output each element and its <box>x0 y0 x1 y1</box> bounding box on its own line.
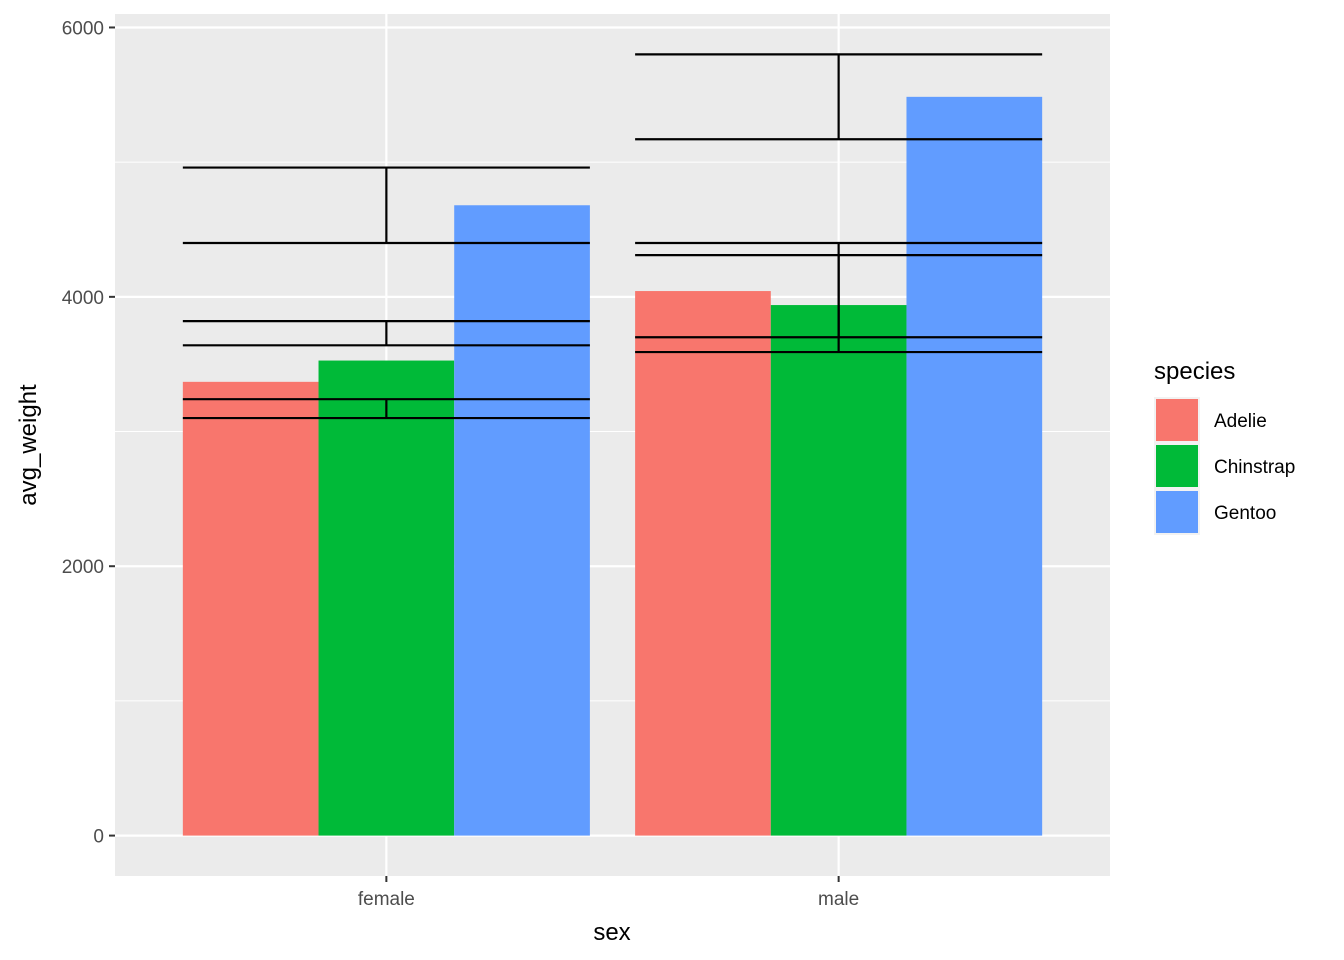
legend-swatch-gentoo <box>1156 491 1198 533</box>
legend-swatch-chinstrap <box>1156 445 1198 487</box>
legend-label-adelie: Adelie <box>1214 411 1267 432</box>
y-axis-title: avg_weight <box>15 384 42 506</box>
legend-label-gentoo: Gentoo <box>1214 503 1276 524</box>
bar-adelie-female <box>182 381 319 836</box>
legend: species Adelie Chinstrap Gentoo <box>1154 358 1295 535</box>
bars <box>182 96 1043 836</box>
y-tick-label: 6000 <box>62 18 104 39</box>
axes: 0 2000 4000 6000 female male <box>62 18 860 910</box>
bar-chinstrap-male <box>770 305 907 836</box>
legend-swatch-adelie <box>1156 399 1198 441</box>
x-tick-label: female <box>358 889 415 910</box>
legend-label-chinstrap: Chinstrap <box>1214 457 1295 478</box>
legend-title: species <box>1154 358 1235 385</box>
bar-gentoo-male <box>906 96 1043 836</box>
error-bars <box>182 53 1043 420</box>
y-tick-label: 4000 <box>62 288 104 309</box>
x-axis-title: sex <box>593 919 630 946</box>
bar-gentoo-female <box>454 205 590 836</box>
bar-chinstrap-female <box>318 360 455 836</box>
y-tick-label: 2000 <box>62 557 104 578</box>
x-tick-label: male <box>818 889 859 910</box>
bar-adelie-male <box>635 291 771 836</box>
y-tick-label: 0 <box>93 827 104 848</box>
